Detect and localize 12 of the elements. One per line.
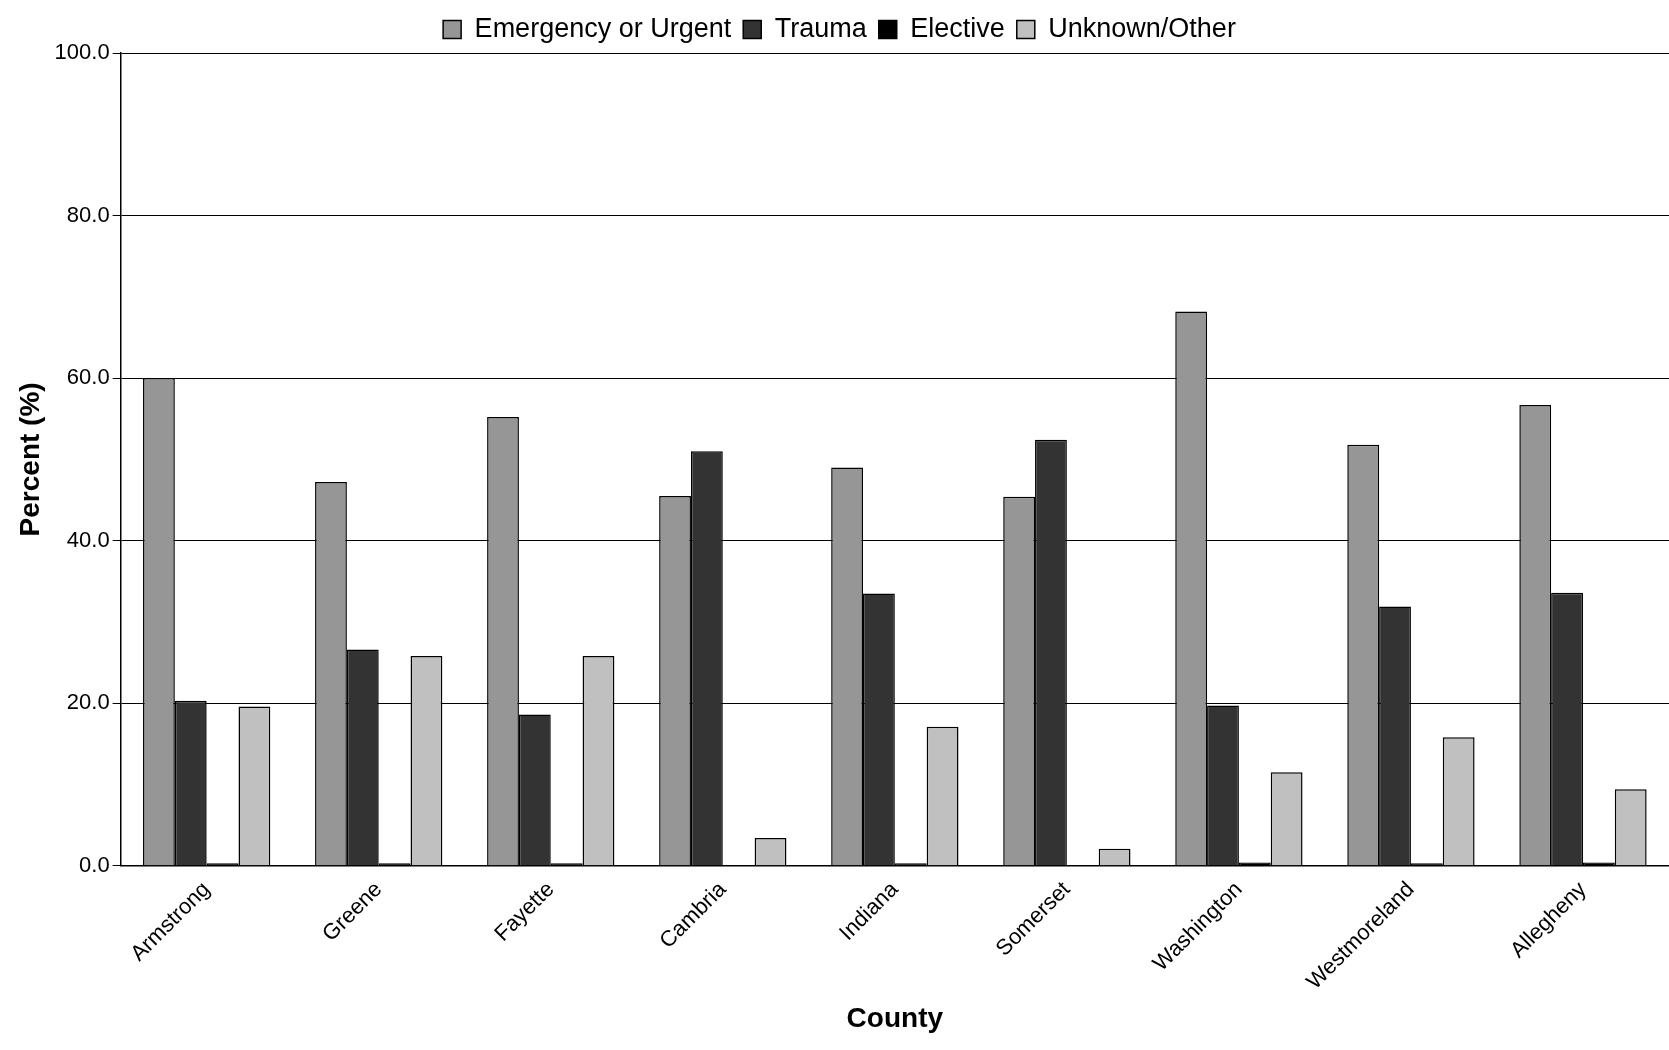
- legend-label: Emergency or Urgent: [474, 12, 732, 43]
- y-tick-label: 40.0: [66, 526, 110, 552]
- legend-label: Unknown/Other: [1048, 12, 1236, 43]
- y-tick-label: 20.0: [66, 689, 110, 715]
- y-tick-label: 80.0: [66, 201, 110, 227]
- y-tick-label: 100.0: [54, 39, 110, 65]
- y-tick-label: 0.0: [79, 851, 110, 877]
- y-tick-label: 60.0: [66, 364, 110, 390]
- x-axis-title: County: [846, 1001, 944, 1033]
- legend-label: Elective: [910, 12, 1005, 43]
- y-axis-title: Percent (%): [13, 382, 45, 537]
- legend-label: Trauma: [774, 12, 868, 43]
